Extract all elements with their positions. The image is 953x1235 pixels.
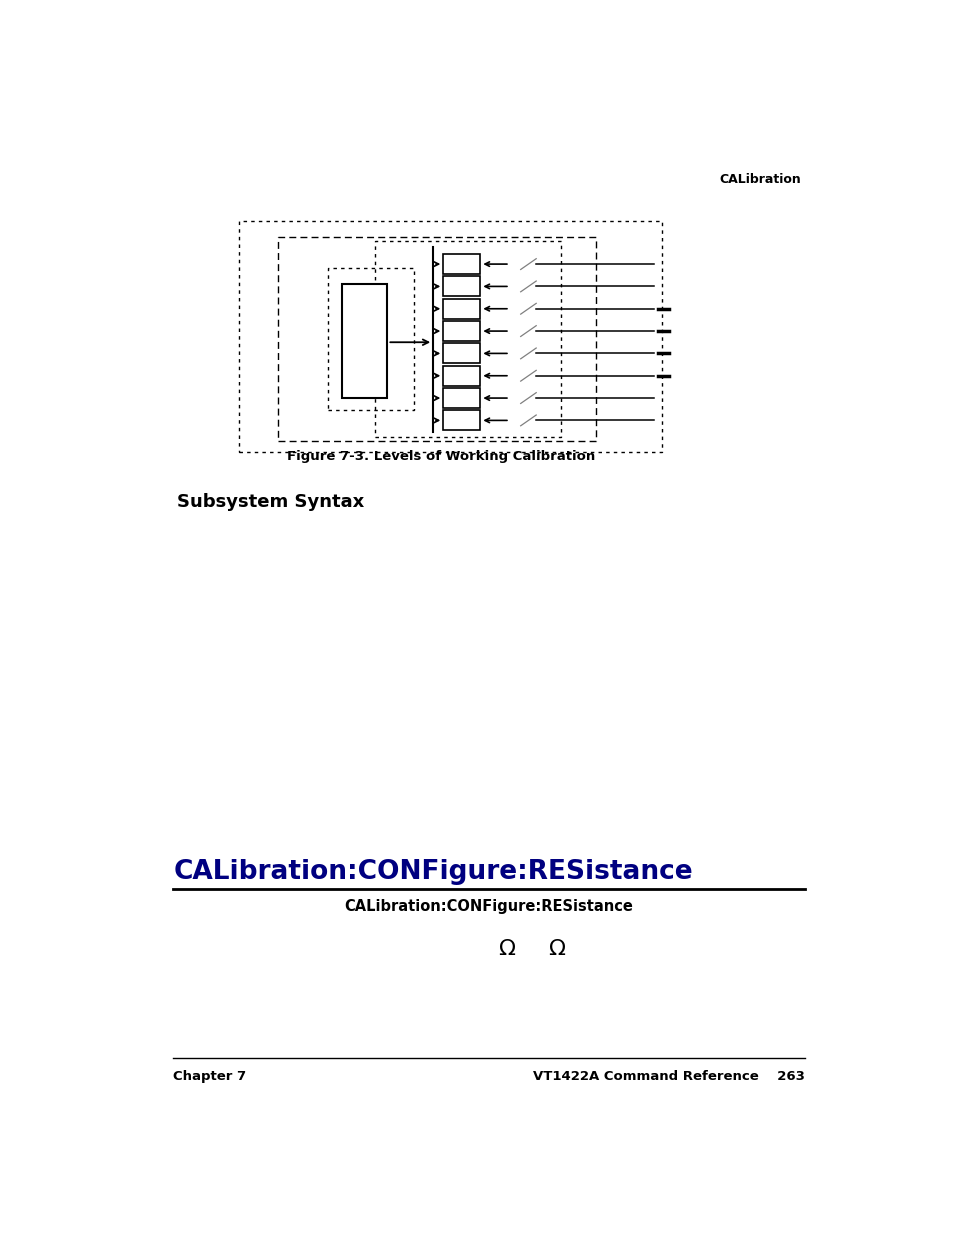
Text: VT1422A Command Reference    263: VT1422A Command Reference 263 xyxy=(533,1070,804,1083)
Bar xyxy=(443,388,480,408)
Bar xyxy=(342,284,387,399)
Bar xyxy=(328,268,414,410)
Text: CALibration: CALibration xyxy=(719,173,801,185)
Text: Ω: Ω xyxy=(497,939,515,960)
Bar xyxy=(443,366,480,385)
Bar xyxy=(443,299,480,319)
Bar xyxy=(278,237,596,441)
Text: CALibration:CONFigure:RESistance: CALibration:CONFigure:RESistance xyxy=(344,899,633,914)
Bar xyxy=(443,254,480,274)
Text: Subsystem Syntax: Subsystem Syntax xyxy=(177,494,364,511)
Bar xyxy=(443,277,480,296)
Text: Figure 7-3. Levels of Working Calibration: Figure 7-3. Levels of Working Calibratio… xyxy=(287,450,595,463)
Text: Ω: Ω xyxy=(548,939,565,960)
Text: CALibration:CONFigure:RESistance: CALibration:CONFigure:RESistance xyxy=(173,860,693,885)
Bar xyxy=(443,343,480,363)
Bar xyxy=(375,241,560,437)
Bar xyxy=(239,221,661,452)
Bar xyxy=(443,410,480,431)
Text: Chapter 7: Chapter 7 xyxy=(173,1070,247,1083)
Bar xyxy=(443,321,480,341)
